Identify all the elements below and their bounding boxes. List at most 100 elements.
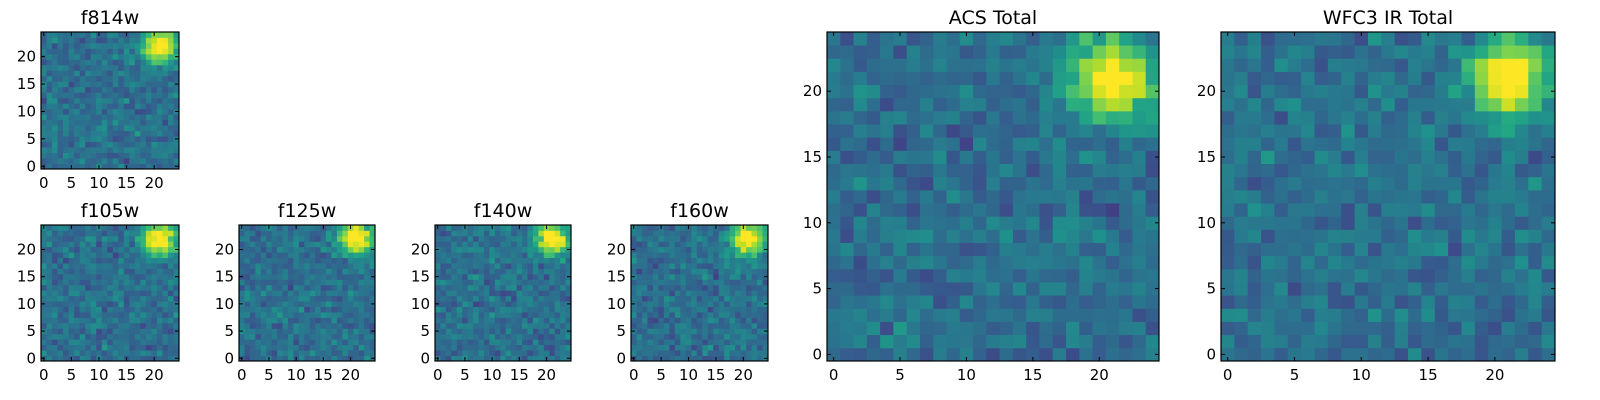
heatmap-cell bbox=[946, 229, 961, 243]
heatmap-cell bbox=[1274, 268, 1289, 283]
heatmap-cell bbox=[156, 295, 163, 302]
heatmap-cell bbox=[57, 279, 64, 286]
heatmap-cell bbox=[52, 263, 58, 269]
heatmap-cell bbox=[729, 235, 736, 242]
heatmap-cell bbox=[101, 97, 108, 104]
heatmap-cell bbox=[167, 273, 174, 280]
heatmap-cell bbox=[674, 317, 681, 324]
heatmap-cell bbox=[1488, 137, 1502, 151]
heatmap-cell bbox=[140, 37, 147, 44]
heatmap-cell bbox=[483, 295, 490, 302]
heatmap-cell bbox=[1092, 282, 1107, 296]
heatmap-cell bbox=[880, 229, 894, 243]
heatmap-cell bbox=[46, 141, 53, 148]
heatmap-cell bbox=[919, 216, 934, 230]
heatmap-cell bbox=[746, 306, 752, 313]
heatmap-cell bbox=[440, 306, 447, 313]
heatmap-cell bbox=[1261, 321, 1275, 336]
heatmap-cell bbox=[500, 355, 507, 362]
heatmap-cell bbox=[134, 130, 141, 137]
heatmap-cell bbox=[451, 312, 458, 318]
heatmap-cell bbox=[735, 322, 741, 329]
heatmap-cell bbox=[702, 339, 709, 346]
heatmap-cell bbox=[1119, 229, 1133, 243]
heatmap-cell bbox=[1434, 97, 1449, 112]
heatmap-cell bbox=[162, 75, 169, 82]
heatmap-cell bbox=[1026, 216, 1040, 230]
heatmap-cell bbox=[46, 306, 53, 313]
heatmap-cell bbox=[440, 328, 447, 335]
x-tick-label: 20 bbox=[145, 366, 164, 384]
heatmap-cell bbox=[973, 295, 987, 309]
heatmap-cell bbox=[320, 306, 327, 313]
heatmap-cell bbox=[906, 189, 921, 204]
heatmap-cell bbox=[239, 263, 245, 269]
heatmap-cell bbox=[282, 301, 289, 307]
heatmap-cell bbox=[167, 97, 174, 104]
heatmap-cell bbox=[718, 328, 725, 335]
heatmap-cell bbox=[320, 333, 327, 340]
heatmap-cell bbox=[451, 295, 458, 302]
heatmap-cell bbox=[129, 64, 136, 71]
heatmap-cell bbox=[527, 317, 534, 324]
heatmap-cell bbox=[543, 344, 550, 351]
heatmap-cell bbox=[123, 152, 130, 159]
heatmap-cell bbox=[751, 350, 758, 356]
heatmap-cell bbox=[1327, 282, 1342, 296]
heatmap-cell bbox=[118, 141, 125, 148]
heatmap-cell bbox=[713, 328, 720, 335]
heatmap-cell bbox=[266, 268, 273, 275]
heatmap-cell bbox=[1261, 84, 1275, 99]
heatmap-cell bbox=[107, 279, 114, 286]
heatmap-cell bbox=[90, 322, 97, 329]
heatmap-cell bbox=[674, 257, 681, 264]
heatmap-cell bbox=[249, 279, 256, 286]
heatmap-cell bbox=[893, 216, 908, 230]
heatmap-cell bbox=[90, 163, 97, 170]
heatmap-cell bbox=[445, 355, 452, 362]
heatmap-cell bbox=[167, 42, 174, 49]
heatmap-cell bbox=[467, 235, 474, 242]
heatmap-cell bbox=[320, 295, 327, 302]
heatmap-cell bbox=[260, 241, 267, 248]
heatmap-cell bbox=[1488, 32, 1502, 46]
heatmap-cell bbox=[162, 97, 169, 104]
heatmap-cell bbox=[347, 257, 354, 264]
heatmap-cell bbox=[1079, 97, 1093, 112]
heatmap-cell bbox=[336, 252, 343, 259]
heatmap-cell bbox=[456, 263, 463, 269]
heatmap-cell bbox=[41, 48, 47, 55]
heatmap-cell bbox=[663, 355, 670, 362]
heatmap-cell bbox=[331, 322, 338, 329]
heatmap-cell bbox=[494, 312, 501, 318]
heatmap-cell bbox=[1079, 124, 1093, 138]
heatmap-cell bbox=[663, 333, 670, 340]
heatmap-cell bbox=[840, 32, 854, 46]
heatmap-cell bbox=[1367, 71, 1382, 86]
heatmap-cell bbox=[946, 124, 961, 138]
heatmap-cell bbox=[315, 312, 321, 318]
heatmap-cell bbox=[1119, 84, 1133, 99]
heatmap-cell bbox=[1381, 255, 1396, 270]
heatmap-cell bbox=[140, 225, 147, 231]
heatmap-cell bbox=[145, 355, 152, 362]
heatmap-cell bbox=[919, 268, 934, 283]
heatmap-cell bbox=[827, 282, 841, 296]
heatmap-cell bbox=[41, 42, 47, 49]
heatmap-cell bbox=[986, 295, 1001, 309]
heatmap-cell bbox=[1354, 163, 1369, 178]
heatmap-cell bbox=[866, 255, 881, 270]
heatmap-cell bbox=[1367, 124, 1382, 138]
heatmap-cell bbox=[123, 141, 130, 148]
heatmap-cell bbox=[724, 350, 731, 356]
heatmap-cell bbox=[145, 103, 152, 110]
heatmap-cell bbox=[652, 284, 659, 291]
heatmap-cell bbox=[145, 53, 152, 60]
heatmap-cell bbox=[473, 333, 479, 340]
heatmap-cell bbox=[1448, 110, 1462, 125]
heatmap-cell bbox=[145, 246, 152, 253]
heatmap-cell bbox=[129, 75, 136, 82]
heatmap-cell bbox=[151, 141, 158, 148]
heatmap-cell bbox=[255, 355, 262, 362]
